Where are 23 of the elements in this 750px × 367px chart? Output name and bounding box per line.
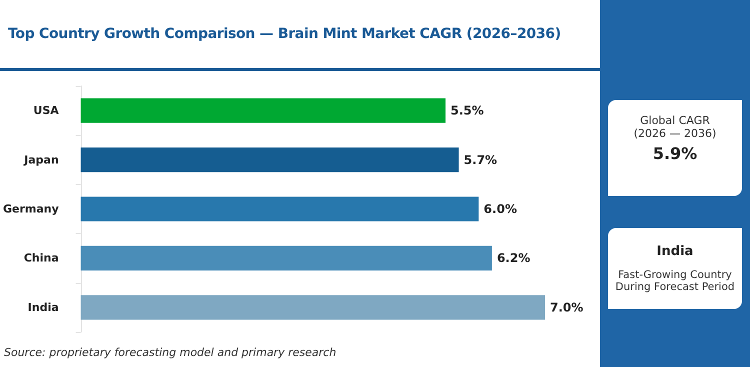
y-tick-label: Germany [2,202,59,216]
bar [80,246,492,270]
data-label: 5.7% [464,152,498,167]
text: During Forecast Period [614,281,736,293]
source-note: Source: proprietary forecasting model and primary research [4,346,336,359]
bar [80,196,479,222]
data-label: 7.0% [550,300,584,314]
bar [80,98,446,123]
chart-title: Top Country Growth Comparison — Brain Mint Market CAGR (2026–2036) [8,26,561,42]
text: Fast-Growing Country [617,269,733,281]
text: 5.9% [652,144,698,163]
text: (2026 — 2036) [632,127,718,140]
y-tick-label: USA [33,104,60,118]
bar [80,148,459,172]
bar [80,295,545,320]
text: India [656,244,694,259]
y-tick-label: India [28,300,59,314]
y-tick-label: Japan [23,153,59,166]
data-label: 6.0% [484,202,517,216]
text: Global CAGR [639,114,711,127]
data-label: 5.5% [450,104,484,118]
y-tick-label: China [24,252,59,265]
data-label: 6.2% [496,251,530,266]
